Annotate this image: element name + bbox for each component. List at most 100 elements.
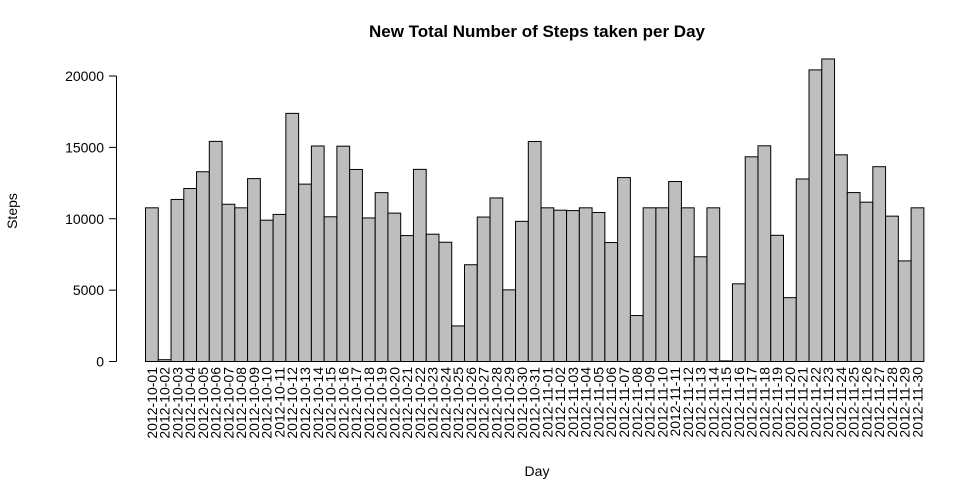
bar-2012-10-14 xyxy=(310,145,325,362)
x-tick-label: 2012-10-29 xyxy=(501,367,517,439)
x-tick-label: 2012-11-21 xyxy=(795,367,811,438)
x-tick-label: 2012-10-23 xyxy=(425,367,441,439)
bar-2012-10-16 xyxy=(336,145,351,362)
bar-2012-10-31 xyxy=(527,140,542,362)
x-tick-label: 2012-10-30 xyxy=(514,367,530,439)
x-tick-label: 2012-11-07 xyxy=(616,367,632,438)
x-tick-label: 2012-11-08 xyxy=(629,367,645,438)
bar-2012-10-15 xyxy=(323,216,338,362)
x-tick-label: 2012-10-02 xyxy=(157,367,173,439)
bar-2012-11-24 xyxy=(834,154,848,362)
bar-2012-10-03 xyxy=(170,198,185,362)
bar-2012-11-14 xyxy=(706,207,721,362)
bar-2012-10-25 xyxy=(451,325,465,362)
y-tick-label: 0 xyxy=(96,354,104,370)
bar-2012-10-27 xyxy=(476,216,491,362)
bar-2012-10-01 xyxy=(145,207,159,362)
bar-2012-10-06 xyxy=(208,140,223,362)
x-tick-label: 2012-11-15 xyxy=(718,367,734,438)
x-tick-label: 2012-10-25 xyxy=(450,367,466,439)
bar-2012-11-12 xyxy=(680,207,695,362)
x-tick-label: 2012-10-19 xyxy=(374,367,390,439)
bar-2012-11-23 xyxy=(821,58,836,363)
x-tick-label: 2012-11-26 xyxy=(858,367,874,438)
y-tick-label: 15000 xyxy=(65,139,104,155)
y-axis-label: Steps xyxy=(4,193,20,229)
x-tick-label: 2012-10-16 xyxy=(335,367,351,439)
bar-2012-10-10 xyxy=(259,219,274,362)
x-tick-label: 2012-10-07 xyxy=(220,367,236,439)
x-tick-label: 2012-11-17 xyxy=(744,367,760,438)
x-tick-label: 2012-11-03 xyxy=(565,367,581,438)
x-tick-label: 2012-11-27 xyxy=(871,367,887,438)
x-tick-label: 2012-10-03 xyxy=(169,367,185,439)
bar-2012-11-11 xyxy=(668,181,682,362)
x-tick-label: 2012-11-05 xyxy=(590,367,606,438)
x-tick-label: 2012-10-04 xyxy=(182,367,198,439)
x-tick-label: 2012-10-10 xyxy=(259,367,275,439)
x-tick-label: 2012-10-09 xyxy=(246,367,262,439)
x-tick-label: 2012-10-15 xyxy=(323,367,339,439)
bar-2012-11-20 xyxy=(783,297,797,363)
x-tick-label: 2012-10-17 xyxy=(348,367,364,439)
x-tick-label: 2012-10-22 xyxy=(412,367,428,439)
x-tick-label: 2012-10-26 xyxy=(463,367,479,439)
x-tick-label: 2012-10-18 xyxy=(361,367,377,439)
x-axis-label: Day xyxy=(525,463,550,479)
bar-2012-11-15 xyxy=(719,360,733,363)
bar-2012-11-06 xyxy=(604,242,619,362)
bar-2012-11-18 xyxy=(757,145,772,362)
bar-2012-10-19 xyxy=(374,192,389,362)
x-tick-label: 2012-11-29 xyxy=(897,367,913,438)
bar-2012-10-20 xyxy=(387,212,402,362)
x-tick-label: 2012-11-22 xyxy=(807,367,823,438)
x-tick-label: 2012-11-30 xyxy=(909,367,925,438)
x-tick-label: 2012-11-25 xyxy=(846,367,862,438)
bar-2012-11-16 xyxy=(731,283,746,362)
x-tick-label: 2012-11-18 xyxy=(756,367,772,438)
bar-2012-10-17 xyxy=(349,168,363,362)
x-tick-labels: 2012-10-012012-10-022012-10-032012-10-04… xyxy=(144,367,926,439)
x-tick-label: 2012-11-13 xyxy=(693,367,709,438)
x-tick-label: 2012-10-11 xyxy=(271,367,287,438)
bar-2012-10-29 xyxy=(502,289,517,362)
bar-2012-11-08 xyxy=(629,315,644,362)
x-tick-label: 2012-10-08 xyxy=(233,367,249,439)
bar-2012-10-18 xyxy=(361,217,376,362)
x-tick-label: 2012-11-06 xyxy=(603,367,619,438)
x-tick-label: 2012-10-01 xyxy=(144,367,160,439)
bar-2012-11-17 xyxy=(744,156,759,362)
bar-2012-10-30 xyxy=(515,220,529,362)
bar-2012-10-21 xyxy=(400,235,414,362)
x-tick-label: 2012-11-01 xyxy=(539,367,555,438)
bar-2012-11-22 xyxy=(808,69,823,363)
x-tick-label: 2012-10-20 xyxy=(386,367,402,439)
bar-2012-11-21 xyxy=(795,178,810,362)
x-tick-label: 2012-10-28 xyxy=(488,367,504,439)
y-tick-label: 10000 xyxy=(65,211,104,227)
bar-2012-10-11 xyxy=(272,213,287,362)
x-tick-label: 2012-11-16 xyxy=(731,367,747,438)
bar-2012-10-13 xyxy=(298,183,312,362)
bar-2012-10-24 xyxy=(438,241,453,362)
chart-title: New Total Number of Steps taken per Day xyxy=(369,22,706,41)
x-tick-label: 2012-10-12 xyxy=(284,367,300,439)
x-tick-label: 2012-10-13 xyxy=(297,367,313,439)
y-axis: 0 5000 10000 15000 20000 xyxy=(65,68,117,370)
x-tick-label: 2012-10-24 xyxy=(437,367,453,439)
x-tick-label: 2012-11-19 xyxy=(769,367,785,438)
bar-2012-10-26 xyxy=(464,264,478,362)
x-tick-label: 2012-11-10 xyxy=(654,367,670,438)
bar-2012-11-29 xyxy=(897,260,912,362)
y-tick-label: 5000 xyxy=(73,282,104,298)
bar-2012-10-09 xyxy=(247,178,261,362)
x-tick-label: 2012-11-20 xyxy=(782,367,798,438)
bar-2012-10-08 xyxy=(234,207,249,362)
bar-2012-10-12 xyxy=(285,112,300,363)
x-tick-label: 2012-11-23 xyxy=(820,367,836,438)
bar-2012-10-02 xyxy=(157,359,172,363)
bar-2012-11-09 xyxy=(642,207,657,362)
bar-2012-11-26 xyxy=(859,201,874,362)
y-tick-label: 20000 xyxy=(65,68,104,84)
